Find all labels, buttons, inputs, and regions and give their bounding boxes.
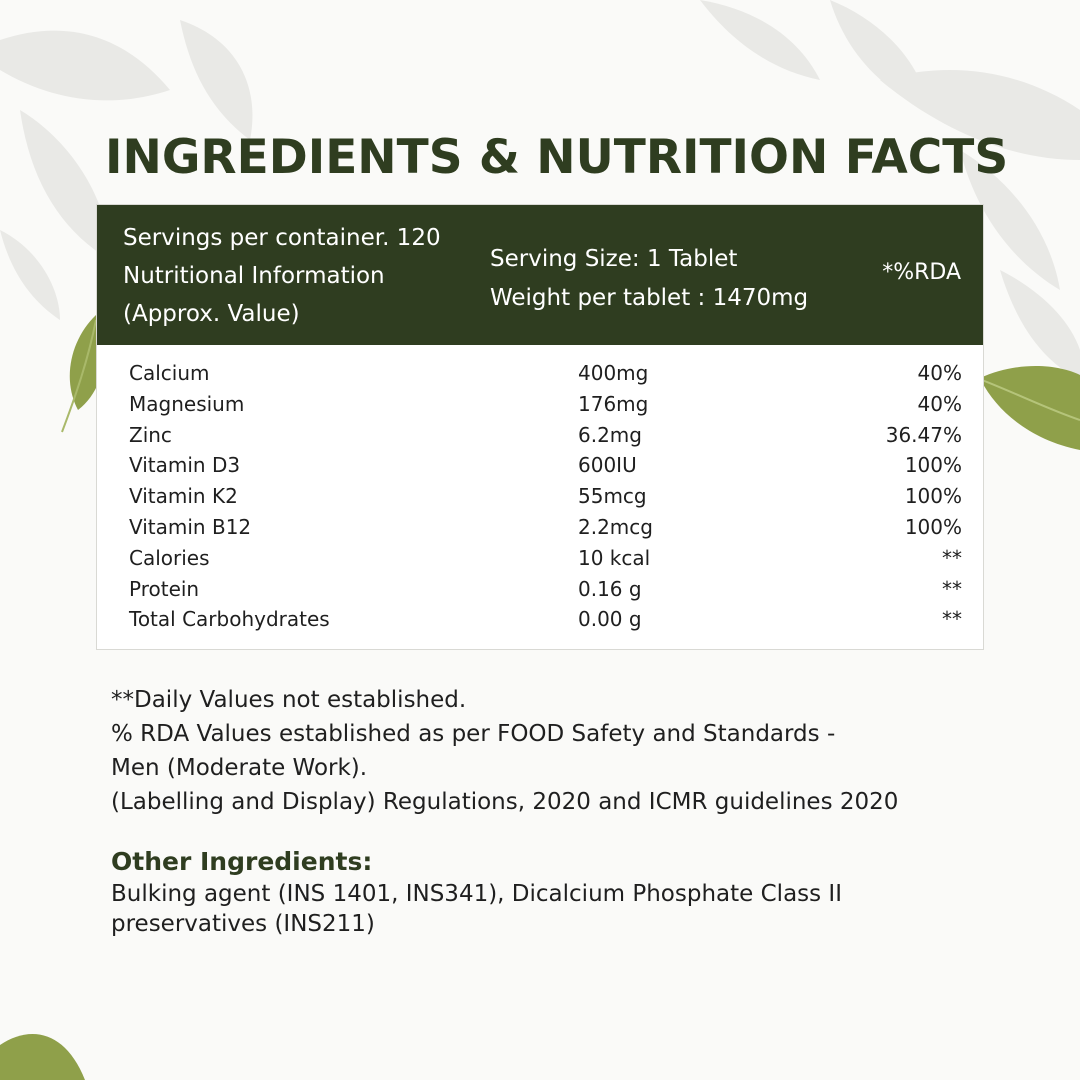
header-weight-line: Weight per tablet : 1470mg	[490, 285, 809, 311]
footnotes: **Daily Values not established. % RDA Va…	[111, 683, 898, 819]
row-amount: 0.00 g	[578, 607, 642, 632]
nutrition-table: Servings per container. 120 Nutritional …	[96, 204, 984, 650]
header-serving-size: Serving Size: 1 Tablet Weight per tablet…	[490, 240, 808, 318]
row-amount: 2.2mcg	[578, 514, 653, 539]
table-row: Protein 0.16 g **	[97, 574, 983, 605]
row-rda: **	[942, 607, 962, 632]
table-row: Calories 10 kcal **	[97, 543, 983, 574]
row-rda: 100%	[904, 453, 962, 478]
row-name: Vitamin B12	[129, 514, 252, 539]
footnote-rda-source: % RDA Values established as per FOOD Saf…	[111, 721, 836, 747]
row-amount: 55mcg	[578, 484, 647, 509]
table-row: Total Carbohydrates 0.00 g **	[97, 604, 983, 635]
footnote-daily-values: **Daily Values not established.	[111, 687, 467, 713]
header-serving-size-line: Serving Size: 1 Tablet	[490, 246, 738, 272]
table-row: Magnesium 176mg 40%	[97, 389, 983, 420]
other-ingredients-line: preservatives (INS211)	[111, 911, 375, 937]
row-rda: 100%	[904, 484, 962, 509]
row-rda: 36.47%	[885, 422, 962, 447]
row-name: Calcium	[129, 361, 210, 385]
table-row: Vitamin B12 2.2mcg 100%	[97, 512, 983, 543]
row-name: Total Carbohydrates	[129, 607, 330, 632]
row-name: Protein	[129, 576, 200, 601]
header-rda: *%RDA	[882, 260, 961, 285]
row-rda: 40%	[917, 391, 962, 416]
row-name: Magnesium	[129, 391, 245, 416]
row-name: Calories	[129, 545, 210, 570]
other-ingredients-heading: Other Ingredients:	[111, 847, 373, 876]
header-nutrition-line: Nutritional Information	[123, 263, 385, 289]
table-body: Calcium 400mg 40% Magnesium 176mg 40% Zi…	[97, 358, 983, 635]
row-name: Zinc	[129, 422, 172, 447]
table-row: Calcium 400mg 40%	[97, 358, 983, 389]
row-rda: 100%	[904, 514, 962, 539]
row-rda: **	[942, 576, 962, 601]
other-ingredients-text: Bulking agent (INS 1401, INS341), Dicalc…	[111, 879, 842, 939]
leaf-left-decor	[61, 315, 105, 433]
footnote-men-moderate: Men (Moderate Work).	[111, 755, 368, 781]
row-amount: 176mg	[578, 391, 649, 416]
table-row: Vitamin D3 600IU 100%	[97, 450, 983, 481]
footnote-regulations: (Labelling and Display) Regulations, 202…	[111, 789, 899, 815]
leaf-right-decor	[980, 365, 1080, 450]
row-amount: 10 kcal	[578, 545, 651, 570]
row-amount: 400mg	[578, 361, 649, 385]
leaf-bottom-decor	[0, 1034, 85, 1080]
row-amount: 600IU	[578, 453, 637, 478]
page-title: INGREDIENTS & NUTRITION FACTS	[105, 130, 1009, 185]
other-ingredients-line: Bulking agent (INS 1401, INS341), Dicalc…	[111, 881, 843, 907]
table-row: Zinc 6.2mg 36.47%	[97, 420, 983, 451]
header-servings-line: Servings per container. 120	[123, 225, 441, 251]
row-amount: 0.16 g	[578, 576, 642, 601]
row-name: Vitamin D3	[129, 453, 241, 478]
table-row: Vitamin K2 55mcg 100%	[97, 481, 983, 512]
row-rda: **	[942, 545, 962, 570]
row-name: Vitamin K2	[129, 484, 238, 509]
table-header: Servings per container. 120 Nutritional …	[97, 205, 983, 345]
header-approx-line: (Approx. Value)	[123, 301, 300, 327]
header-servings-info: Servings per container. 120 Nutritional …	[123, 219, 441, 333]
row-amount: 6.2mg	[578, 422, 642, 447]
row-rda: 40%	[917, 361, 962, 385]
